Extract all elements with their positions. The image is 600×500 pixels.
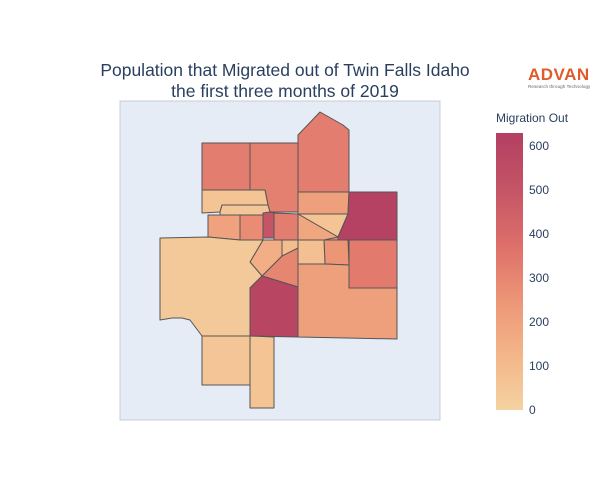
colorbar <box>496 133 523 410</box>
colorbar-tick-200: 200 <box>529 315 550 330</box>
region-west-small-b[interactable] <box>239 214 264 241</box>
region-southeast-large[interactable] <box>297 263 398 340</box>
region-center-east-sliver[interactable] <box>281 239 299 257</box>
region-west-small-a[interactable] <box>207 214 241 241</box>
region-south-west[interactable] <box>201 335 251 386</box>
region-northwest-upper[interactable] <box>201 142 251 191</box>
colorbar-tick-500: 500 <box>529 183 550 198</box>
colorbar-tick-300: 300 <box>529 271 550 286</box>
colorbar-tick-600: 600 <box>529 139 550 154</box>
region-south-center-large[interactable] <box>249 275 299 338</box>
map-title-line-1: Population that Migrated out of Twin Fal… <box>100 60 470 80</box>
region-south-strip[interactable] <box>249 335 275 409</box>
colorbar-title: Migration Out <box>496 111 569 125</box>
map-title: Population that Migrated out of Twin Fal… <box>60 60 510 102</box>
logo-tagline: Research through Technology <box>528 84 591 89</box>
region-center-dark-sliver[interactable] <box>262 211 275 239</box>
region-north-center-small[interactable] <box>297 191 350 215</box>
map-title-line-2: the first three months of 2019 <box>171 81 399 101</box>
colorbar-tick-100: 100 <box>529 359 550 374</box>
colorbar-tick-400: 400 <box>529 227 550 242</box>
region-center-east-b[interactable] <box>323 239 350 266</box>
colorbar-tick-0: 0 <box>529 403 536 417</box>
region-center-a[interactable] <box>273 212 299 241</box>
logo-wordmark: ADVAN <box>528 65 590 84</box>
region-east-mid[interactable] <box>348 239 398 289</box>
advan-logo: ADVAN Research through Technology <box>528 66 598 89</box>
region-center-east-light[interactable] <box>297 239 326 265</box>
